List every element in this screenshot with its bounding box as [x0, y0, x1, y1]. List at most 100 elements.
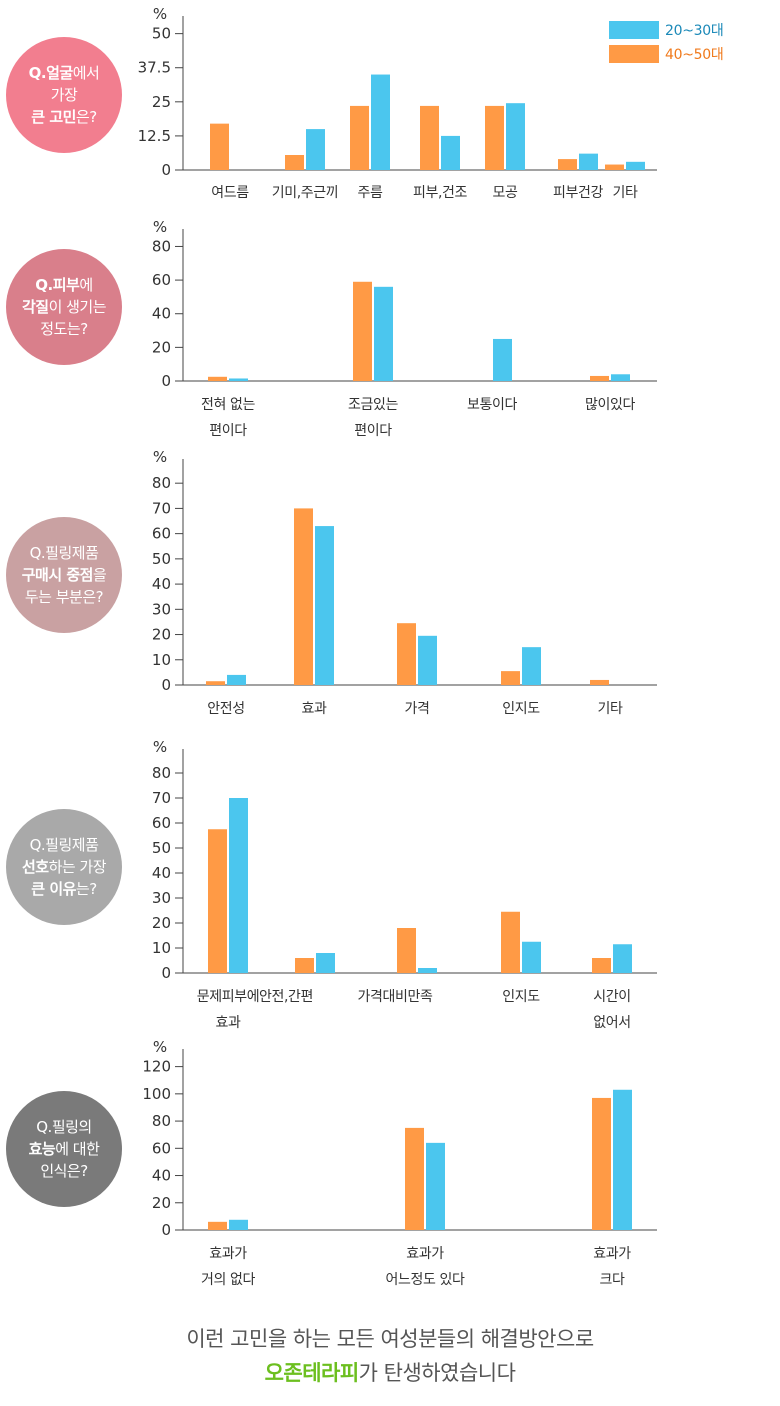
question-normal-text: 는? — [75, 880, 97, 898]
y-tick-label: 80 — [152, 237, 171, 255]
y-tick-label: 20 — [152, 626, 171, 644]
bar-40-50 — [558, 159, 577, 170]
x-category-label: 기미,주근끼 — [272, 185, 338, 201]
chart-section-efficacy: Q.필링의 효능에 대한 인식은? % 0 20 40 60 80 100 120 효과가 거의 없다… — [0, 1035, 780, 1300]
bar-20-30 — [418, 968, 437, 973]
y-tick-label: 10 — [152, 651, 171, 669]
y-tick-label: 10 — [152, 939, 171, 957]
y-tick-label: 40 — [152, 864, 171, 882]
question-normal-text: 정도는? — [40, 320, 88, 338]
y-tick-label: 30 — [152, 889, 171, 907]
y-tick-label: 37.5 — [138, 59, 171, 77]
x-category-label: 인지도 — [502, 701, 540, 717]
x-category-label: 피부,건조 — [413, 185, 467, 201]
bar-20-30 — [626, 161, 645, 170]
chart-section-face-concern: Q.얼굴에서 가장 큰 고민은? % 0 12.5 25 37.5 50 여드름 기미,주근끼 주름… — [0, 0, 780, 215]
question-line: 효능에 대한 — [29, 1138, 100, 1160]
y-tick-label: 50 — [152, 839, 171, 857]
bar-20-30 — [493, 338, 512, 381]
bar-20-30 — [316, 953, 335, 973]
x-category-label: 거의 없다 — [201, 1272, 255, 1288]
x-category-label: 편이다 — [354, 423, 392, 439]
footer-line-2: 오존테라피가 탄생하였습니다 — [0, 1356, 780, 1390]
bar-20-30 — [522, 647, 541, 685]
y-unit-label: % — [153, 1038, 167, 1056]
question-circle: Q.필링제품 선호하는 가장 큰 이유는? — [6, 809, 122, 925]
y-tick-label: 40 — [152, 1167, 171, 1185]
chart-section-preference-reason: Q.필링제품 선호하는 가장 큰 이유는? % 0 10 20 30 40 50 60 70 80 문제… — [0, 735, 780, 1035]
bar-40-50 — [501, 911, 520, 973]
question-normal-text: 하는 가장 — [48, 858, 107, 876]
question-line: 인식은? — [29, 1160, 100, 1182]
bar-40-50 — [206, 681, 225, 685]
x-category-label: 보통이다 — [467, 397, 517, 413]
legend-label-young: 20~30대 — [665, 23, 724, 39]
question-line: 가장 — [29, 84, 100, 106]
x-category-label: 많이있다 — [585, 397, 635, 413]
legend-item-40-50: 40~50대 — [609, 42, 724, 66]
x-category-label: 효과 — [216, 1015, 241, 1031]
y-tick-label: 12.5 — [138, 127, 171, 145]
chart-section-keratin: Q.피부에 각질이 생기는 정도는? % 0 20 40 60 80 전혀 없는 편이다 조금있는 편… — [0, 215, 780, 445]
x-category-label: 기타 — [613, 185, 638, 201]
question-normal-text: 에 — [79, 276, 93, 294]
y-unit-label: % — [153, 5, 167, 23]
bar-chart: % 0 10 20 30 40 50 60 70 80 안전성 효과 가격 인지도 기타 — [152, 448, 657, 717]
question-bold-text: 큰 이유 — [31, 880, 76, 898]
x-category-label: 효과가 — [593, 1246, 631, 1262]
x-category-label: 효과가 — [209, 1246, 247, 1262]
question-normal-text: 두는 부분은? — [24, 588, 104, 606]
x-category-label: 피부건강 — [553, 185, 603, 201]
bar-40-50 — [590, 375, 609, 381]
question-normal-text: Q.필링의 — [36, 1118, 92, 1136]
legend-swatch-young — [609, 21, 659, 39]
y-tick-label: 0 — [161, 372, 171, 390]
y-tick-label: 70 — [152, 499, 171, 517]
bar-20-30 — [613, 944, 632, 973]
y-tick-label: 60 — [152, 814, 171, 832]
bar-40-50 — [420, 105, 439, 170]
y-tick-label: 80 — [152, 474, 171, 492]
question-normal-text: 인식은? — [40, 1162, 88, 1180]
question-normal-text: 이 생기는 — [48, 298, 107, 316]
y-tick-label: 50 — [152, 25, 171, 43]
bar-40-50 — [397, 623, 416, 685]
x-category-label: 문제피부에 — [197, 989, 259, 1005]
x-category-label: 효과가 — [406, 1246, 444, 1262]
x-category-label: 안전성 — [207, 701, 244, 717]
x-category-label: 전혀 없는 — [201, 397, 255, 413]
bar-20-30 — [418, 635, 437, 685]
bar-40-50 — [285, 155, 304, 170]
bar-40-50 — [208, 376, 227, 381]
bar-40-50 — [350, 105, 369, 170]
bar-20-30 — [611, 374, 630, 381]
bar-40-50 — [208, 1221, 227, 1230]
bar-40-50 — [353, 281, 372, 381]
bar-40-50 — [405, 1127, 424, 1230]
bar-20-30 — [441, 135, 460, 170]
y-tick-label: 80 — [152, 764, 171, 782]
y-tick-label: 30 — [152, 600, 171, 618]
question-line: Q.피부에 — [22, 274, 106, 296]
question-line: 각질이 생기는 — [22, 296, 107, 318]
question-line: Q.얼굴에서 — [29, 62, 100, 84]
x-category-label: 주름 — [358, 185, 383, 201]
x-category-label: 없어서 — [593, 1015, 630, 1031]
bar-20-30 — [229, 798, 248, 973]
question-text: Q.필링제품 구매시 중점을 두는 부분은? — [22, 542, 107, 608]
legend-swatch-old — [609, 45, 659, 63]
bar-20-30 — [229, 378, 248, 381]
question-normal-text: 을 — [92, 566, 107, 584]
bar-20-30 — [315, 526, 334, 685]
question-bold-text: 효능 — [28, 1140, 56, 1158]
x-category-label: 모공 — [493, 185, 518, 201]
x-category-label: 안전,간편 — [259, 989, 313, 1005]
bar-20-30 — [522, 941, 541, 973]
question-normal-text: Q.필링제품 — [29, 544, 99, 562]
question-text: Q.필링제품 선호하는 가장 큰 이유는? — [22, 834, 107, 900]
question-line: Q.필링제품 — [22, 834, 106, 856]
bar-40-50 — [592, 958, 611, 973]
